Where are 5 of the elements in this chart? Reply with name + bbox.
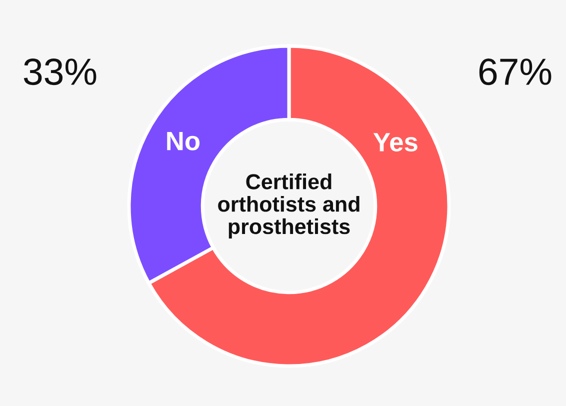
slice-label: Yes <box>373 133 418 152</box>
data-label: 67% <box>479 58 552 86</box>
slice-label: No <box>167 132 200 150</box>
data-label: 33% <box>24 58 96 86</box>
text: Certified orthotists and prosthetists <box>218 174 360 238</box>
